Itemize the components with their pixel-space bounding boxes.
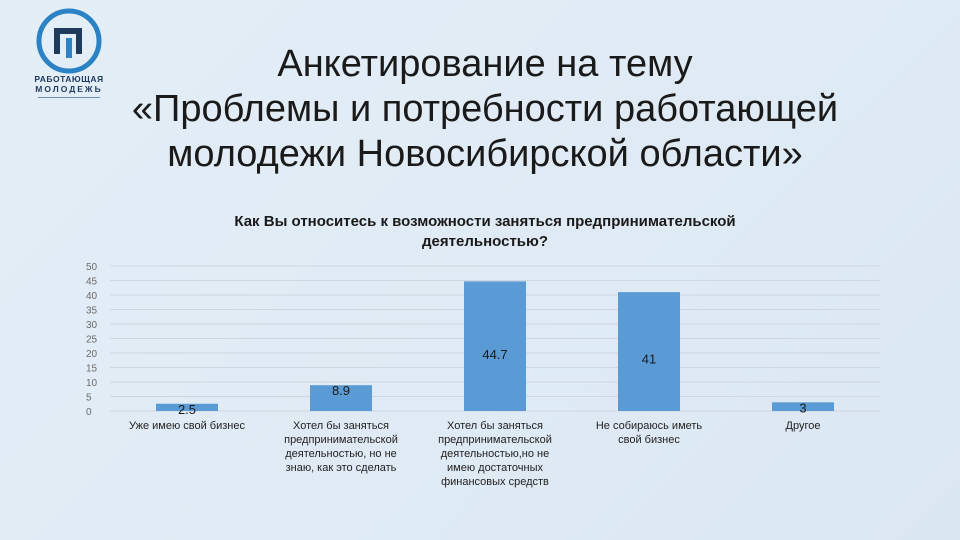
data-label: 44.7 [482, 347, 507, 362]
logo-divider [38, 97, 100, 98]
x-tick-label-line: финансовых средств [441, 476, 549, 488]
x-tick-label-line: знаю, как это сделать [285, 462, 397, 474]
x-tick-label-line: Уже имею свой бизнес [128, 420, 245, 432]
x-tick-label-line: Не собираюсь иметь [595, 420, 703, 432]
x-tick-label-line: имею достаточных [447, 462, 543, 474]
bar [618, 292, 680, 411]
x-tick-label-line: предпринимательской [284, 434, 398, 446]
logo-text: РАБОТАЮЩАЯ МОЛОДЕЖЬ [30, 74, 108, 94]
logo: РАБОТАЮЩАЯ МОЛОДЕЖЬ [30, 8, 108, 104]
y-tick-label: 25 [86, 335, 98, 346]
y-tick-label: 40 [86, 291, 98, 302]
y-tick-label: 5 [86, 393, 92, 404]
y-tick-label: 50 [86, 262, 98, 273]
bar [464, 281, 526, 411]
logo-emblem-icon [36, 8, 102, 74]
x-tick-label: Хотел бы заняться предпринимательской деят… [422, 419, 568, 489]
x-tick-label-line: деятельностью,но не [440, 448, 550, 460]
x-tick-label: Другое [730, 419, 876, 433]
page-title-line-3: молодежи Новосибирской области» [167, 133, 803, 175]
logo-text-line1: РАБОТАЮЩАЯ [34, 74, 104, 84]
y-tick-label: 30 [86, 320, 98, 331]
y-tick-label: 35 [86, 306, 98, 317]
data-label: 3 [799, 400, 806, 415]
y-tick-label: 0 [86, 407, 92, 418]
y-tick-label: 10 [86, 378, 98, 389]
data-label: 2.5 [178, 402, 196, 417]
x-tick-label-line: предпринимательской [438, 434, 552, 446]
x-tick-label-line: Хотел бы заняться [293, 420, 389, 432]
data-label: 8.9 [332, 383, 350, 398]
x-tick-label-line: свой бизнес [618, 434, 680, 446]
data-label: 41 [642, 351, 656, 366]
x-tick-label-line: Хотел бы заняться [447, 420, 543, 432]
x-tick-label-line: Другое [785, 420, 821, 432]
page-title: Анкетирование на тему «Проблемы и потреб… [100, 42, 870, 177]
page-title-line-1: Анкетирование на тему [277, 43, 693, 85]
chart-title: Как Вы относитесь к возможности заняться… [150, 212, 820, 252]
bar [156, 403, 218, 411]
page-title-line-2: «Проблемы и потребности работающей [131, 88, 839, 130]
x-tick-label: Не собираюсь иметь свой бизнес [576, 419, 722, 447]
x-tick-label: Уже имею свой бизнес [114, 419, 260, 433]
chart-title-line-1: Как Вы относитесь к возможности заняться… [234, 213, 736, 230]
y-tick-label: 15 [86, 364, 98, 375]
x-tick-label: Хотел бы заняться предпринимательской деят… [268, 419, 414, 475]
x-tick-label-line: деятельностью, но не [285, 448, 397, 460]
bar [310, 385, 372, 411]
bar [772, 402, 834, 411]
logo-text-line2: МОЛОДЕЖЬ [35, 84, 103, 94]
chart-title-line-2: деятельностью? [422, 233, 548, 250]
y-tick-label: 20 [86, 349, 98, 360]
y-tick-label: 45 [86, 277, 98, 288]
